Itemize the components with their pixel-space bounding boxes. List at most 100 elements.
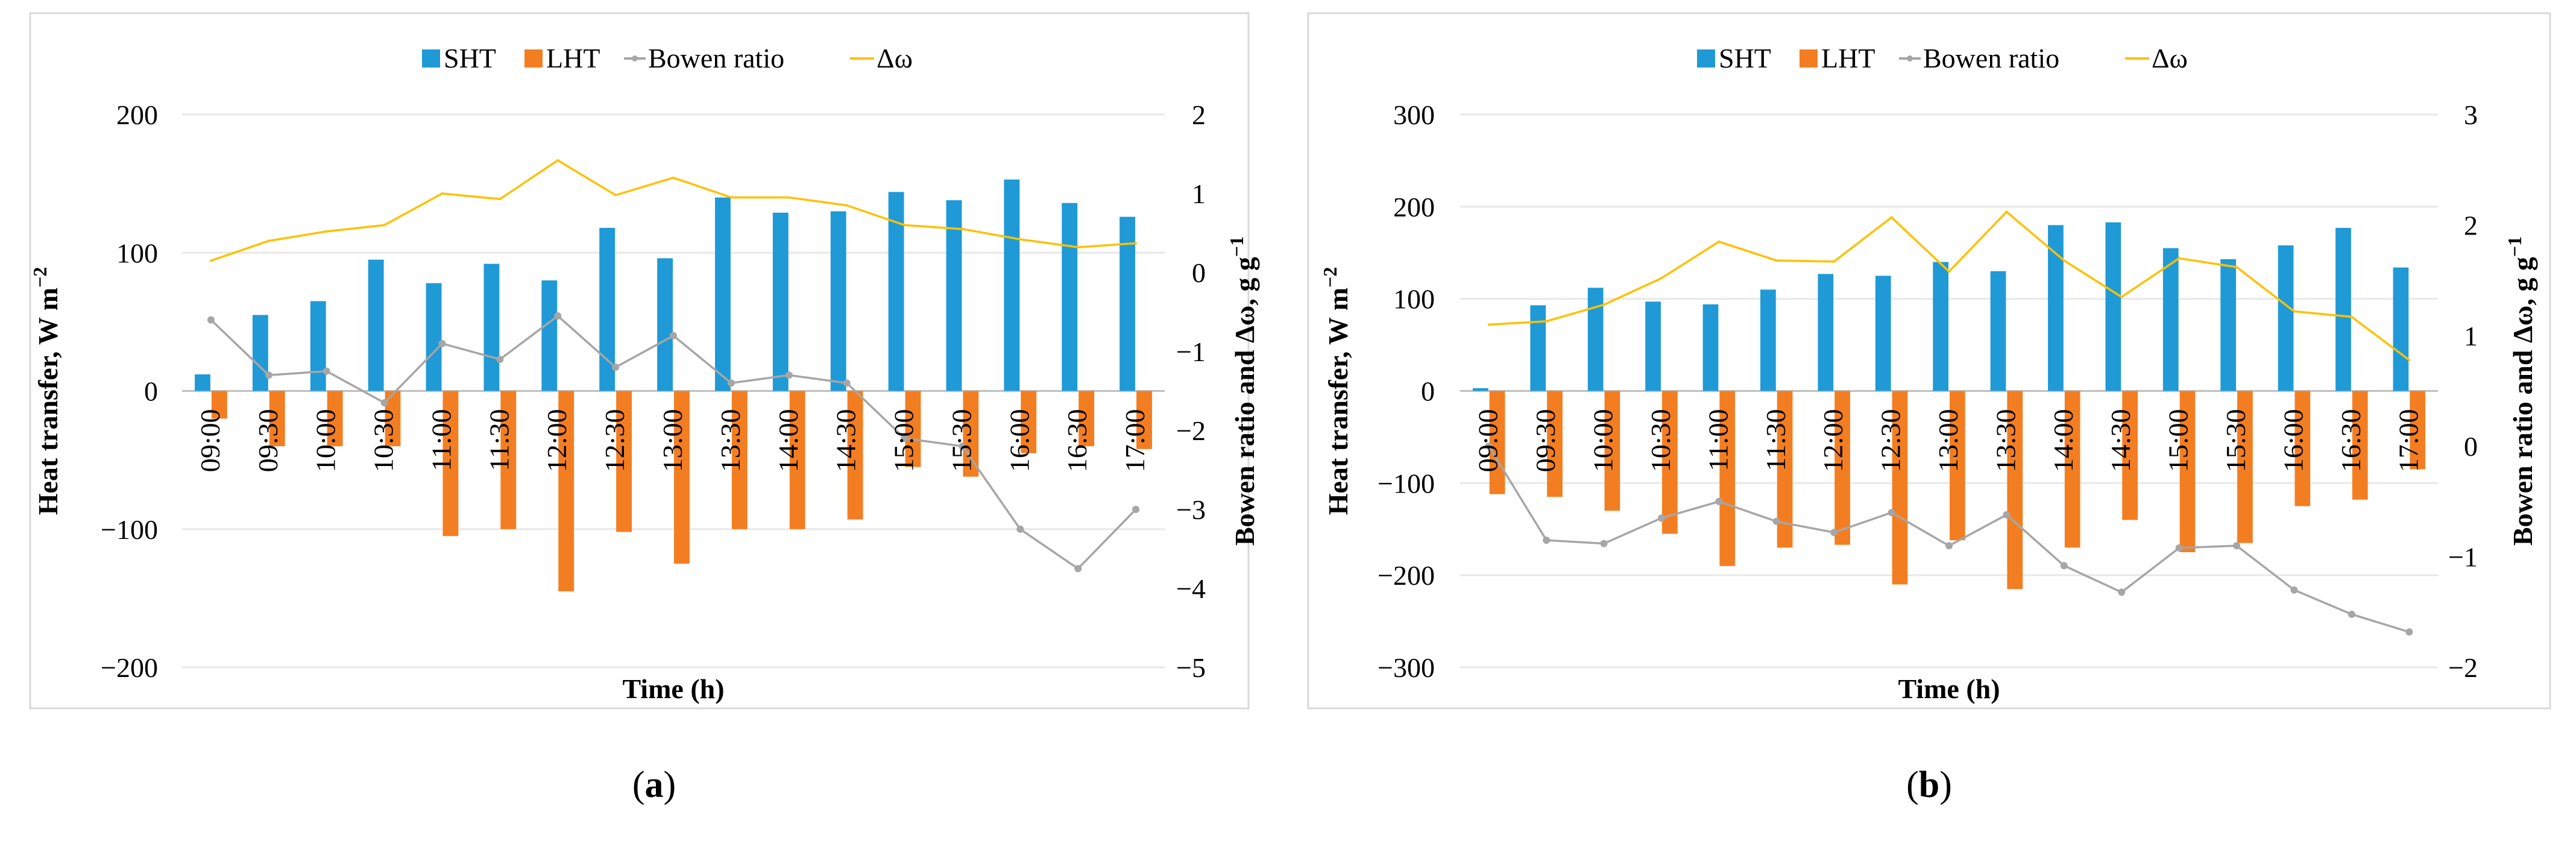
x-tick-label: 12:30 <box>1875 409 1906 473</box>
sht-bar <box>1004 179 1020 391</box>
sht-bar <box>368 259 384 391</box>
sht-bar <box>1933 262 1948 391</box>
chart-panel-b: 300 200 100 0 −100 −200 −300 3 2 1 0 −1 −2 09:00 09:30… <box>1307 12 2551 710</box>
sht-bar <box>310 301 326 391</box>
legend-label-lht: LHT <box>546 43 600 74</box>
sht-bar <box>252 315 268 391</box>
delta-omega-point <box>672 176 675 179</box>
legend-swatch-lht <box>1800 49 1818 68</box>
y-axis-title-sup: −2 <box>1319 267 1341 288</box>
sht-bar <box>541 280 558 391</box>
delta-omega-point <box>1019 238 1022 241</box>
x-tick-label: 12:00 <box>541 409 572 473</box>
y2-tick-label: −1 <box>2448 542 2478 573</box>
x-tick-label: 12:30 <box>599 409 630 473</box>
y2-tick-label: 2 <box>2464 210 2478 241</box>
y2-axis-title-text: Bowen ratio and Δω, g g <box>1229 257 1260 546</box>
delta-omega-point <box>556 159 559 162</box>
delta-omega-point <box>2293 310 2296 313</box>
x-tick-label: 12:00 <box>1818 409 1848 473</box>
delta-omega-point <box>2235 266 2238 269</box>
x-tick-label: 11:30 <box>483 409 514 471</box>
sht-bar <box>946 200 962 391</box>
y2-tick-label: 2 <box>1192 99 1206 130</box>
x-tick-label: 14:00 <box>2048 409 2079 473</box>
y-tick-label: 200 <box>1393 192 1435 222</box>
delta-omega-point <box>729 196 732 199</box>
bowen-ratio-point <box>2175 544 2183 552</box>
bowen-ratio-point <box>2118 588 2126 596</box>
lht-bar <box>1719 391 1736 566</box>
lht-bar <box>327 391 343 447</box>
sht-bar <box>2162 248 2179 391</box>
sht-bar <box>2335 227 2351 391</box>
delta-omega-point <box>383 224 386 227</box>
legend-marker-bowen <box>632 55 638 61</box>
y-tick-label: 0 <box>1421 376 1435 407</box>
bowen-ratio-point <box>670 332 677 339</box>
delta-omega-point <box>267 239 270 242</box>
legend-label-delta-omega: Δω <box>2152 43 2188 74</box>
delta-omega-point <box>961 227 964 230</box>
delta-omega-point <box>2178 257 2181 260</box>
y2-tick-label: −5 <box>1176 652 1206 683</box>
panel-label-b: (b) <box>1906 764 1952 805</box>
y-axis-title-text: Heat transfer, W m <box>33 288 63 515</box>
x-tick-label: 16:30 <box>2335 409 2366 473</box>
bowen-ratio-point <box>2405 628 2413 636</box>
bowen-ratio-point <box>323 367 330 375</box>
y2-axis-title: Bowen ratio and Δω, g g−1 <box>2504 236 2538 546</box>
lht-bar <box>2179 391 2196 552</box>
bowen-ratio-point <box>1945 542 1953 550</box>
legend-swatch-lht <box>524 49 543 68</box>
sht-bar <box>1818 274 1834 391</box>
bowen-ratio-point <box>438 339 446 347</box>
delta-omega-point <box>1135 242 1138 245</box>
y-tick-label: 100 <box>116 238 158 268</box>
lht-bar <box>2122 391 2138 520</box>
lht-bar <box>2410 391 2426 470</box>
legend: SHT LHT Bowen ratio Δω <box>1697 43 2188 74</box>
panel-label-close: ) <box>1939 764 1952 805</box>
panel-label-open: ( <box>1906 764 1919 805</box>
legend-label-sht: SHT <box>1719 43 1771 74</box>
y-axis-title-text: Heat transfer, W m <box>1323 288 1353 515</box>
x-tick-label: 16:30 <box>1062 409 1092 473</box>
y2-tick-label: −2 <box>2448 652 2478 683</box>
bowen-ratio-point <box>380 399 388 407</box>
x-tick-label: 17:00 <box>1120 409 1150 473</box>
lht-bar <box>2352 391 2368 500</box>
delta-omega-point <box>325 230 328 233</box>
sht-bar <box>1702 304 1719 391</box>
legend-swatch-sht <box>1697 49 1715 68</box>
x-tick-label: 15:00 <box>889 409 919 473</box>
y-tick-label: 100 <box>1393 284 1435 315</box>
x-tick-label: 15:30 <box>2220 409 2251 473</box>
legend-swatch-sht <box>422 49 440 68</box>
panel-label-letter: a <box>645 764 664 805</box>
sht-bar <box>1062 203 1078 391</box>
sht-bar <box>657 258 673 391</box>
y-tick-label: 300 <box>1393 99 1435 130</box>
x-tick-label: 17:00 <box>2393 409 2423 472</box>
lht-bar <box>1079 391 1095 447</box>
legend: SHT LHT Bowen ratio Δω <box>422 43 913 74</box>
delta-omega-point <box>499 198 502 201</box>
x-tick-label: 09:30 <box>253 409 283 473</box>
x-tick-label: 10:30 <box>1645 409 1676 473</box>
bowen-ratio-point <box>1715 497 1723 505</box>
bowen-ratio-point <box>1543 537 1551 544</box>
delta-omega-point <box>903 224 906 227</box>
delta-omega-point <box>1775 259 1778 262</box>
delta-omega-point <box>1660 277 1663 280</box>
delta-omega-point <box>1948 270 1950 273</box>
sht-bar <box>2220 259 2237 391</box>
x-tick-label: 13:30 <box>715 409 746 473</box>
x-tick-label: 09:30 <box>1530 409 1561 473</box>
chart-frame <box>1307 12 2551 710</box>
lht-bar <box>1604 391 1620 511</box>
panel-label-letter: b <box>1919 764 1939 805</box>
y-axis-title-sup: −2 <box>29 267 51 288</box>
lht-bar <box>963 391 979 477</box>
